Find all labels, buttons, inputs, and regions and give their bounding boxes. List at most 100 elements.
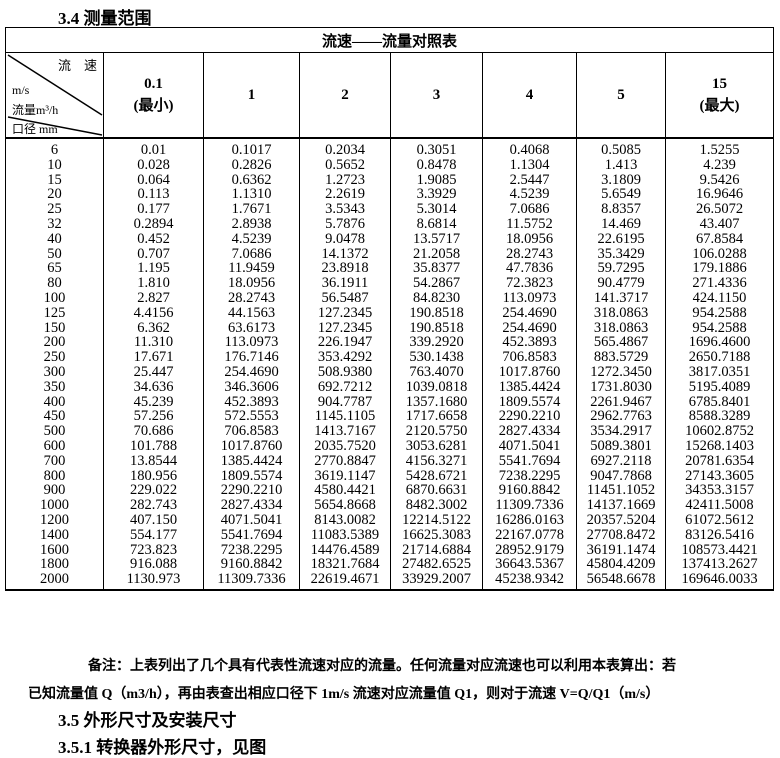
flow-cell: 254.4690	[482, 305, 577, 321]
flow-cell: 1017.8760	[203, 439, 300, 454]
table-row: 15 0.064 0.6362 1.2723 1.9085 2.5447 3.1809 9.5…	[5, 172, 775, 188]
flow-cell: 3053.6281	[390, 439, 483, 454]
flow-cell: 9.5426	[664, 172, 775, 188]
corner-speed-label: 流 速	[57, 58, 97, 73]
flow-cell: 45.239	[103, 394, 204, 410]
diameter-cell: 1000	[5, 498, 104, 513]
flow-cell: 1731.8030	[576, 379, 666, 395]
diameter-cell: 1600	[5, 542, 104, 558]
flow-cell: 6927.2118	[576, 453, 666, 469]
table-row: 300 25.447 254.4690 508.9380 763.4070 1017.87…	[5, 365, 775, 380]
table-row: 150 6.362 63.6173 127.2345 190.8518 254.4690 3…	[5, 320, 775, 336]
diameter-cell: 900	[5, 483, 104, 499]
flow-cell: 45238.9342	[482, 572, 577, 591]
flow-cell: 1039.0818	[390, 379, 483, 395]
flow-cell: 5654.8668	[299, 498, 391, 513]
flow-cell: 4.4156	[103, 305, 204, 321]
flow-cell: 2.8938	[203, 217, 300, 232]
diameter-cell: 300	[5, 365, 104, 380]
flow-cell: 0.6362	[203, 172, 300, 188]
flow-cell: 27482.6525	[390, 557, 483, 573]
flow-cell: 34.636	[103, 379, 204, 395]
flow-cell: 11309.7336	[482, 498, 577, 513]
flow-cell: 763.4070	[390, 365, 483, 380]
table-row: 900 229.022 2290.2210 4580.4421 6870.6631 916…	[5, 483, 775, 499]
flow-cell: 28.2743	[482, 246, 577, 262]
corner-speed-unit: m/s	[12, 83, 30, 97]
flow-cell: 83126.5416	[664, 527, 775, 543]
diameter-cell: 800	[5, 468, 104, 484]
flow-cell: 0.2034	[299, 138, 391, 158]
flow-cell: 3.1809	[576, 172, 666, 188]
table-row: 400 45.239 452.3893 904.7787 1357.1680 1809.5…	[5, 394, 775, 410]
flow-cell: 11451.1052	[576, 483, 666, 499]
flow-cell: 346.3606	[203, 379, 300, 395]
diameter-cell: 1400	[5, 527, 104, 543]
diameter-cell: 15	[5, 172, 104, 188]
flow-cell: 1809.5574	[203, 468, 300, 484]
diameter-cell: 50	[5, 246, 104, 262]
flow-cell: 18.0956	[482, 231, 577, 247]
flow-cell: 353.4292	[299, 350, 391, 365]
flow-cell: 1.5255	[664, 138, 775, 158]
flow-cell: 0.8478	[390, 157, 483, 173]
flow-cell: 452.3893	[482, 335, 577, 351]
flow-cell: 127.2345	[299, 305, 391, 321]
flow-cell: 0.452	[103, 231, 204, 247]
diameter-cell: 32	[5, 217, 104, 232]
flow-cell: 0.064	[103, 172, 204, 188]
flow-cell: 5.3014	[390, 202, 483, 217]
column-header: 15 (最大)	[664, 52, 775, 139]
flow-cell: 8.6814	[390, 217, 483, 232]
flow-cell: 2770.8847	[299, 453, 391, 469]
column-speed-value: 5	[617, 87, 625, 103]
table-row: 6 0.01 0.1017 0.2034 0.3051 0.4068 0.5085 1.525…	[5, 138, 775, 158]
diameter-cell: 80	[5, 276, 104, 291]
flow-cell: 13.5717	[390, 231, 483, 247]
flow-cell: 2.827	[103, 291, 204, 306]
column-speed-value: 15	[712, 76, 727, 92]
flow-cell: 229.022	[103, 483, 204, 499]
flow-cell: 706.8583	[203, 424, 300, 439]
table-row: 40 0.452 4.5239 9.0478 13.5717 18.0956 22.6195…	[5, 231, 775, 247]
flow-cell: 9047.7868	[576, 468, 666, 484]
flow-cell: 2290.2210	[482, 409, 577, 425]
flow-cell: 4.239	[664, 157, 775, 173]
flow-cell: 1017.8760	[482, 365, 577, 380]
velocity-flow-table: 流速——流量对照表 流 速 m/s 流量m³/h 口径 mm 0.1 (最小) 1 2…	[4, 27, 775, 591]
flow-cell: 5428.6721	[390, 468, 483, 484]
column-speed-value: 4	[525, 87, 534, 103]
flow-cell: 90.4779	[576, 276, 666, 291]
flow-cell: 11309.7336	[203, 572, 300, 591]
diameter-cell: 1800	[5, 557, 104, 573]
flow-cell: 13.8544	[103, 453, 204, 469]
flow-cell: 34353.3157	[664, 483, 775, 499]
diameter-cell: 6	[5, 138, 104, 158]
column-header: 4	[482, 52, 577, 139]
flow-cell: 1809.5574	[482, 394, 577, 410]
table-row: 350 34.636 346.3606 692.7212 1039.0818 1385.4…	[5, 379, 775, 395]
flow-cell: 1145.1105	[299, 409, 391, 425]
diameter-cell: 350	[5, 379, 104, 395]
flow-cell: 530.1438	[390, 350, 483, 365]
column-speed-note: (最大)	[699, 98, 740, 114]
flow-cell: 61072.5612	[664, 513, 775, 528]
section-heading-3-5: 3.5 外形尺寸及安装尺寸	[58, 711, 237, 730]
flow-cell: 28.2743	[203, 291, 300, 306]
flow-cell: 1.1304	[482, 157, 577, 173]
flow-cell: 0.4068	[482, 138, 577, 158]
flow-cell: 0.5085	[576, 138, 666, 158]
flow-cell: 35.8377	[390, 261, 483, 277]
flow-cell: 4.5239	[203, 231, 300, 247]
flow-cell: 5541.7694	[482, 453, 577, 469]
flow-cell: 190.8518	[390, 320, 483, 336]
flow-cell: 56.5487	[299, 291, 391, 306]
flow-cell: 44.1563	[203, 305, 300, 321]
flow-cell: 56548.6678	[576, 572, 666, 591]
flow-cell: 113.0973	[482, 291, 577, 306]
flow-cell: 137413.2627	[664, 557, 775, 573]
flow-cell: 6.362	[103, 320, 204, 336]
flow-cell: 33929.2007	[390, 572, 483, 591]
flow-cell: 11083.5389	[299, 527, 391, 543]
note-line-2: 已知流量值 Q（m3/h），再由表查出相应口径下 1m/s 流速对应流量值 Q1…	[28, 687, 660, 702]
